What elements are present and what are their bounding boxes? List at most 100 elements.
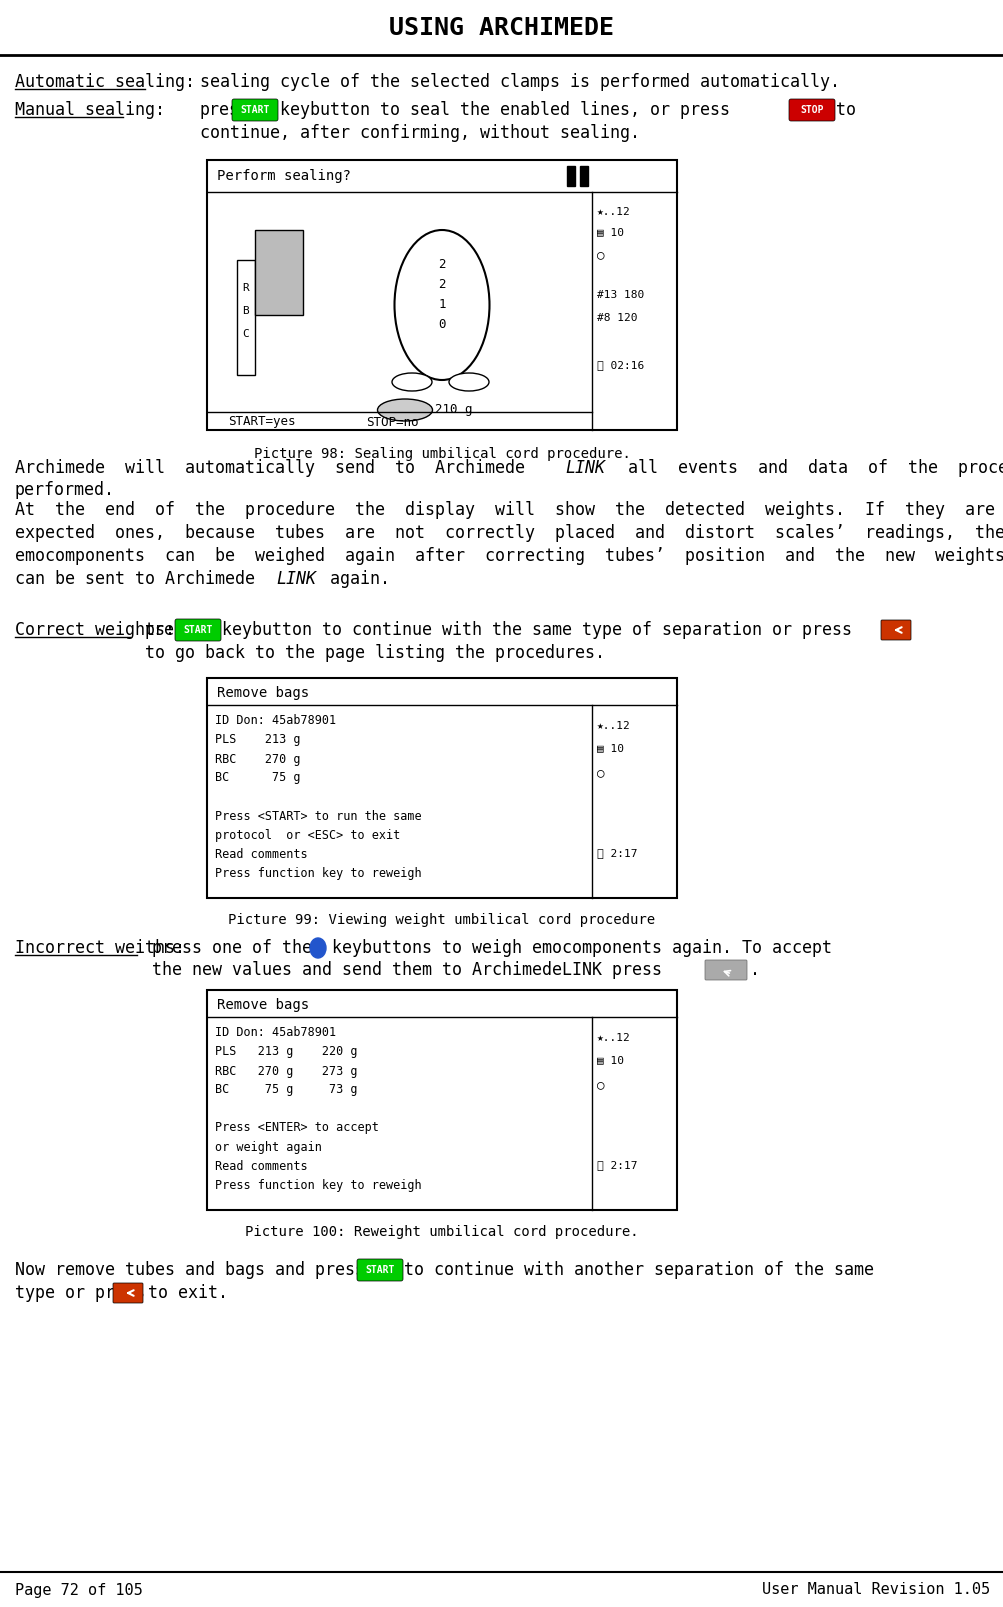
Text: BC     75 g     73 g: BC 75 g 73 g: [215, 1083, 357, 1096]
Text: press: press: [200, 101, 250, 119]
Text: ○: ○: [597, 1078, 604, 1091]
Text: Press function key to reweigh: Press function key to reweigh: [215, 1178, 421, 1191]
Text: ○: ○: [597, 249, 604, 262]
Text: ★..12: ★..12: [597, 207, 630, 217]
Ellipse shape: [310, 938, 326, 958]
Text: ▤ 10: ▤ 10: [597, 227, 624, 236]
Text: to continue with another separation of the same: to continue with another separation of t…: [403, 1261, 874, 1279]
Text: type or press: type or press: [15, 1284, 144, 1302]
Text: ⧗ 02:16: ⧗ 02:16: [597, 360, 644, 370]
Text: START=yes: START=yes: [228, 416, 296, 429]
Text: Press <ENTER> to accept: Press <ENTER> to accept: [215, 1122, 378, 1135]
Text: sealing cycle of the selected clamps is performed automatically.: sealing cycle of the selected clamps is …: [200, 72, 840, 92]
Text: USING ARCHIMEDE: USING ARCHIMEDE: [389, 16, 614, 40]
Text: STOP=no: STOP=no: [365, 416, 418, 429]
FancyBboxPatch shape: [232, 100, 278, 121]
Ellipse shape: [377, 399, 432, 421]
Text: Correct weights:: Correct weights:: [15, 620, 175, 640]
Bar: [580, 166, 588, 186]
Text: ★..12: ★..12: [597, 722, 630, 731]
Text: protocol  or <ESC> to exit: protocol or <ESC> to exit: [215, 829, 400, 842]
Text: emocomponents  can  be  weighed  again  after  correcting  tubes’  position  and: emocomponents can be weighed again after…: [15, 546, 1003, 566]
Text: ○: ○: [597, 767, 604, 779]
Bar: [567, 166, 575, 186]
Text: ID Don: 45ab78901: ID Don: 45ab78901: [215, 1027, 336, 1040]
Text: Perform sealing?: Perform sealing?: [217, 169, 351, 183]
Text: LINK: LINK: [276, 570, 316, 588]
FancyBboxPatch shape: [357, 1258, 402, 1281]
Text: to: to: [835, 101, 856, 119]
Text: keybutton to seal the enabled lines, or press: keybutton to seal the enabled lines, or …: [280, 101, 729, 119]
Text: keybutton to continue with the same type of separation or press: keybutton to continue with the same type…: [222, 620, 852, 640]
Text: 1: 1: [438, 299, 445, 312]
Text: PLS    213 g: PLS 213 g: [215, 733, 300, 747]
Text: 210 g: 210 g: [434, 403, 472, 416]
Text: Remove bags: Remove bags: [217, 998, 309, 1012]
Text: ID Don: 45ab78901: ID Don: 45ab78901: [215, 715, 336, 728]
FancyBboxPatch shape: [880, 620, 910, 640]
FancyBboxPatch shape: [113, 1282, 142, 1303]
Text: the new values and send them to ArchimedeLINK press: the new values and send them to Archimed…: [151, 961, 661, 979]
Text: ⧗ 2:17: ⧗ 2:17: [597, 1160, 637, 1170]
Text: Press function key to reweigh: Press function key to reweigh: [215, 866, 421, 879]
Text: At  the  end  of  the  procedure  the  display  will  show  the  detected  weigh: At the end of the procedure the display …: [15, 501, 1003, 519]
Ellipse shape: [391, 373, 431, 391]
Text: #8 120: #8 120: [597, 313, 637, 323]
Text: BC      75 g: BC 75 g: [215, 771, 300, 784]
Text: again.: again.: [320, 570, 389, 588]
Text: Archimede  will  automatically  send  to  Archimede: Archimede will automatically send to Arc…: [15, 460, 525, 477]
Text: C: C: [243, 329, 249, 339]
Text: 0: 0: [438, 318, 445, 331]
Text: Incorrect weiths:: Incorrect weiths:: [15, 938, 185, 958]
Text: Page 72 of 105: Page 72 of 105: [15, 1583, 142, 1597]
FancyBboxPatch shape: [788, 100, 834, 121]
Text: press one of the: press one of the: [151, 938, 312, 958]
Text: 2: 2: [438, 259, 445, 272]
Text: LINK: LINK: [565, 460, 605, 477]
Text: continue, after confirming, without sealing.: continue, after confirming, without seal…: [200, 124, 639, 141]
Text: Picture 100: Reweight umbilical cord procedure.: Picture 100: Reweight umbilical cord pro…: [245, 1225, 638, 1239]
Bar: [255, 230, 303, 315]
Text: R: R: [243, 283, 249, 292]
Text: keybuttons to weigh emocomponents again. To accept: keybuttons to weigh emocomponents again.…: [332, 938, 831, 958]
Text: Read comments: Read comments: [215, 1160, 307, 1173]
Text: Picture 99: Viewing weight umbilical cord procedure: Picture 99: Viewing weight umbilical cor…: [229, 913, 655, 927]
Text: or weight again: or weight again: [215, 1141, 322, 1154]
Ellipse shape: [394, 230, 489, 379]
Text: ★..12: ★..12: [597, 1033, 630, 1043]
Bar: [207, 990, 676, 1210]
Text: press: press: [144, 620, 195, 640]
Bar: [207, 678, 676, 898]
Text: Remove bags: Remove bags: [217, 686, 309, 701]
Text: Automatic sealing:: Automatic sealing:: [15, 72, 195, 92]
Bar: [237, 260, 255, 374]
Text: Press <START> to run the same: Press <START> to run the same: [215, 810, 421, 823]
Text: can be sent to Archimede: can be sent to Archimede: [15, 570, 255, 588]
Text: RBC    270 g: RBC 270 g: [215, 752, 300, 765]
Text: User Manual Revision 1.05: User Manual Revision 1.05: [761, 1583, 989, 1597]
Text: ▤ 10: ▤ 10: [597, 1056, 624, 1065]
Text: #13 180: #13 180: [597, 289, 644, 301]
Text: PLS   213 g    220 g: PLS 213 g 220 g: [215, 1046, 357, 1059]
Text: ▤ 10: ▤ 10: [597, 742, 624, 754]
FancyBboxPatch shape: [704, 959, 746, 980]
Text: START: START: [365, 1265, 394, 1274]
Text: expected  ones,  because  tubes  are  not  correctly  placed  and  distort  scal: expected ones, because tubes are not cor…: [15, 524, 1003, 542]
Text: Picture 98: Sealing umbilical cord procedure.: Picture 98: Sealing umbilical cord proce…: [254, 447, 630, 461]
Text: all  events  and  data  of  the  procedure: all events and data of the procedure: [608, 460, 1003, 477]
Text: START: START: [184, 625, 213, 635]
Text: performed.: performed.: [15, 480, 115, 500]
Text: to go back to the page listing the procedures.: to go back to the page listing the proce…: [144, 644, 605, 662]
Text: to exit.: to exit.: [147, 1284, 228, 1302]
Text: START: START: [240, 104, 270, 116]
Text: B: B: [243, 305, 249, 317]
Text: .: .: [749, 961, 759, 979]
FancyBboxPatch shape: [175, 619, 221, 641]
Text: ⧗ 2:17: ⧗ 2:17: [597, 848, 637, 858]
Text: Manual sealing:: Manual sealing:: [15, 101, 164, 119]
Ellipse shape: [448, 373, 488, 391]
Bar: [207, 161, 676, 431]
Text: STOP: STOP: [799, 104, 822, 116]
Text: Now remove tubes and bags and press: Now remove tubes and bags and press: [15, 1261, 365, 1279]
Text: 2: 2: [438, 278, 445, 291]
